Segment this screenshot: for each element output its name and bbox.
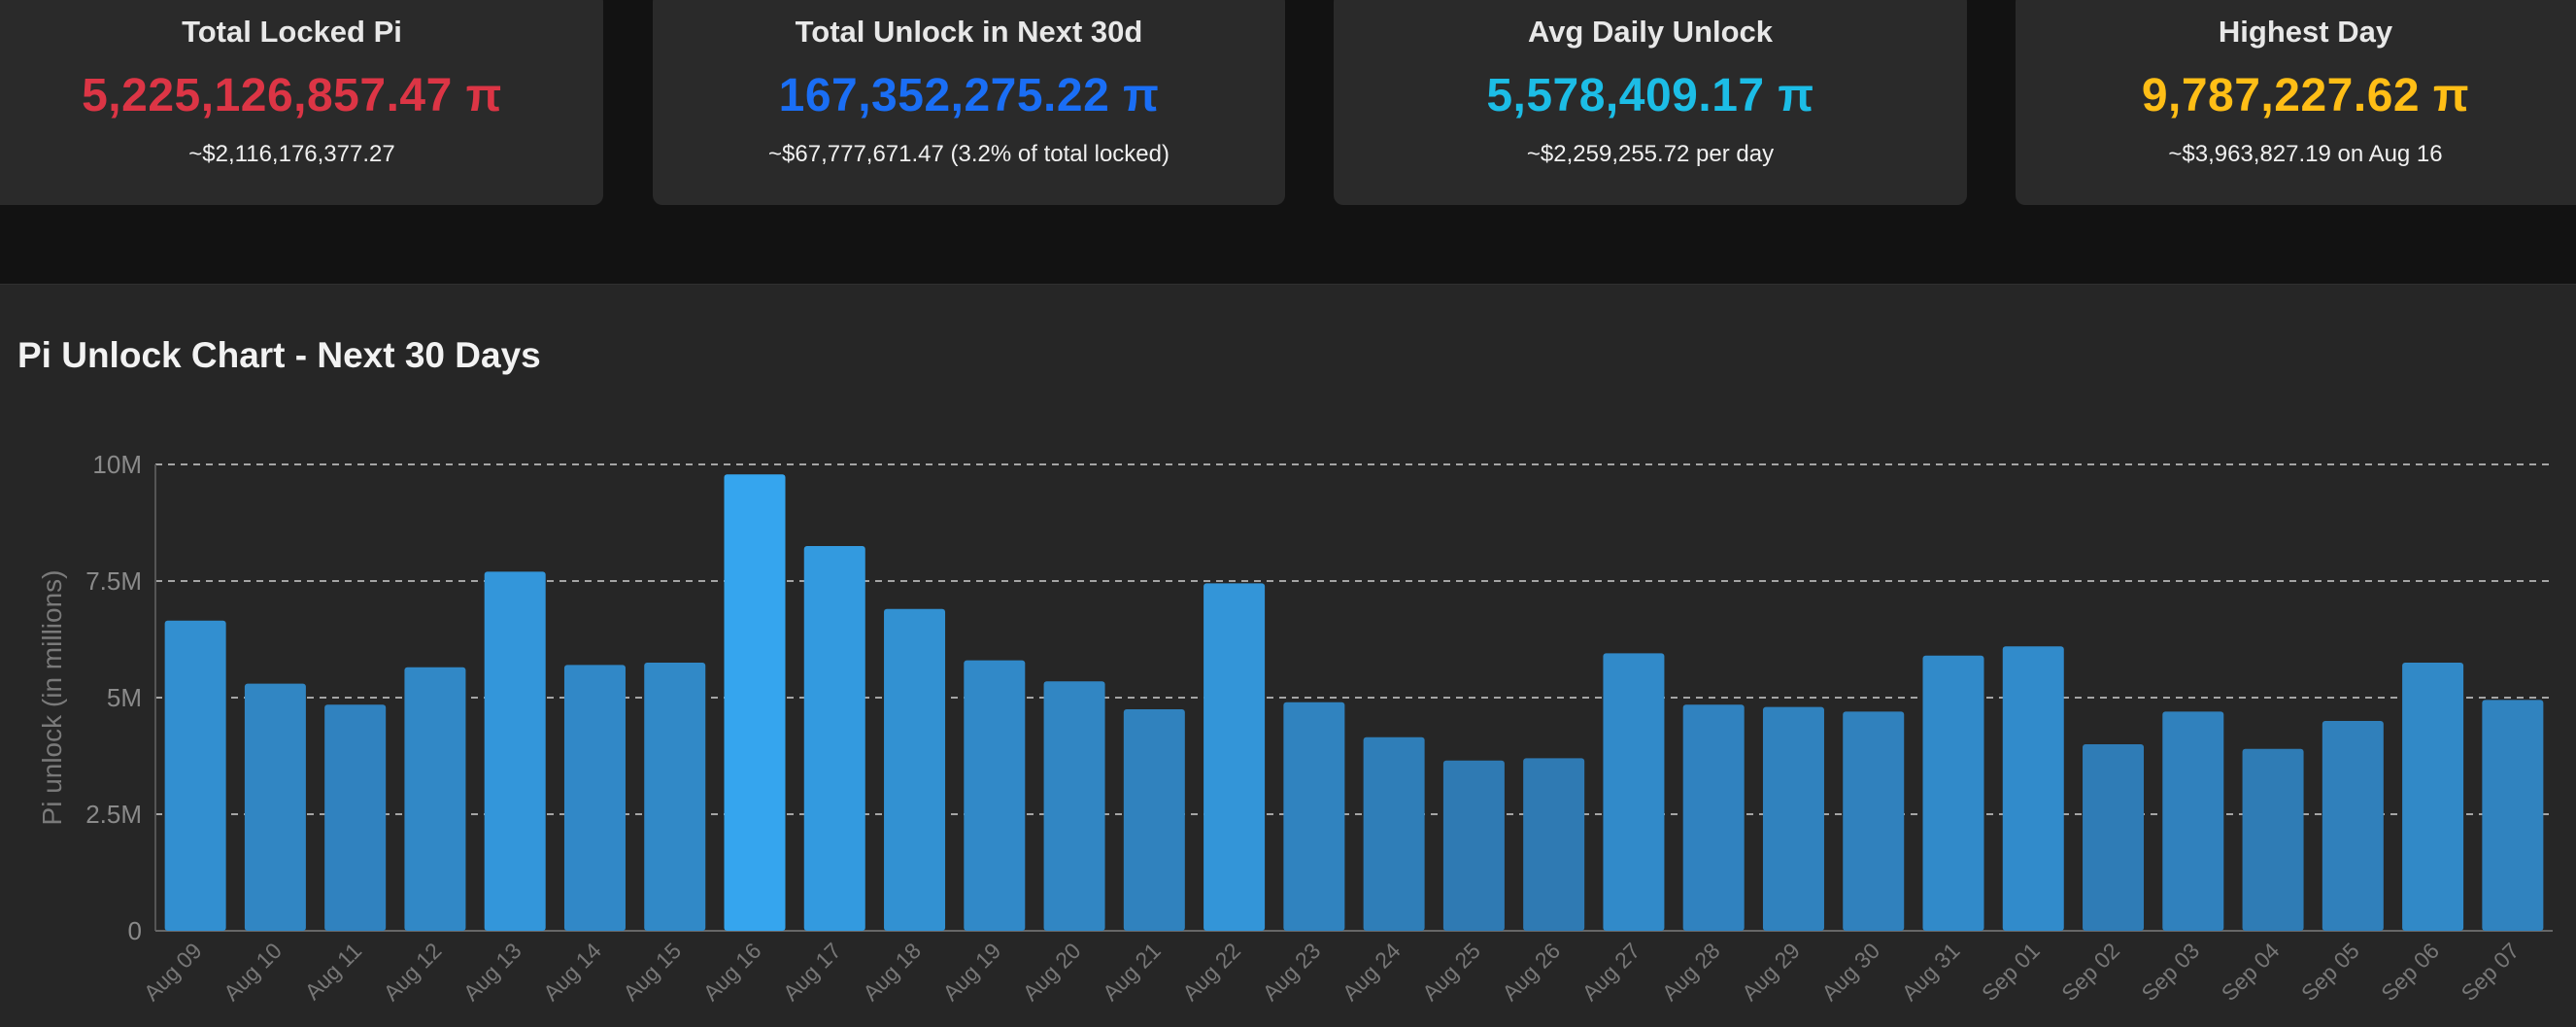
bar <box>324 704 387 931</box>
card-value: 5,225,126,857.47 π <box>82 70 502 121</box>
bar <box>2162 711 2224 931</box>
x-tick-label: Aug 28 <box>1657 938 1725 1006</box>
x-tick-label: Sep 06 <box>2376 938 2444 1006</box>
card-value: 9,787,227.62 π <box>2141 70 2470 121</box>
x-tick-label: Aug 16 <box>698 938 766 1006</box>
x-tick-label: Aug 27 <box>1577 938 1645 1006</box>
x-tick-label: Aug 14 <box>538 938 606 1006</box>
y-axis-title: Pi unlock (in millions) <box>37 570 67 826</box>
bar <box>1843 711 1905 931</box>
chart-panel: Pi Unlock Chart - Next 30 Days 0 2.5M 5M 7.… <box>0 284 2576 1027</box>
chart-title: Pi Unlock Chart - Next 30 Days <box>17 335 541 375</box>
bar <box>563 665 626 931</box>
avg-daily-unlock-card: Avg Daily Unlock 5,578,409.17 π ~$2,259,… <box>1334 0 1967 205</box>
bar <box>1682 704 1745 931</box>
bar <box>1762 706 1824 931</box>
bar <box>724 474 786 931</box>
bar <box>1363 736 1425 931</box>
x-tick-label: Aug 22 <box>1177 938 1245 1006</box>
x-tick-label: Aug 15 <box>618 938 686 1006</box>
card-label: Avg Daily Unlock <box>1527 15 1774 49</box>
x-tick-label: Aug 18 <box>858 938 926 1006</box>
x-tick-label: Aug 29 <box>1737 938 1805 1006</box>
bar <box>2482 700 2544 931</box>
x-tick-label: Aug 21 <box>1098 938 1166 1006</box>
bar <box>164 620 226 931</box>
y-tick-label: 5M <box>107 683 142 712</box>
total-unlock-30d-card: Total Unlock in Next 30d 167,352,275.22 … <box>653 0 1285 205</box>
x-tick-label: Aug 23 <box>1257 938 1325 1006</box>
x-tick-label: Aug 31 <box>1897 938 1965 1006</box>
bar <box>1283 702 1345 931</box>
total-locked-card: Total Locked Pi 5,225,126,857.47 π ~$2,1… <box>0 0 603 205</box>
x-tick-label: Aug 24 <box>1338 938 1406 1006</box>
highest-day-card: Highest Day 9,787,227.62 π ~$3,963,827.1… <box>2016 0 2576 205</box>
x-tick-label: Sep 05 <box>2296 938 2364 1006</box>
x-tick-label: Aug 09 <box>139 938 207 1006</box>
bar <box>2322 721 2384 931</box>
x-tick-label: Sep 04 <box>2217 938 2285 1006</box>
x-tick-label: Aug 17 <box>778 938 846 1006</box>
y-tick-label: 2.5M <box>85 800 142 829</box>
x-tick-label: Aug 20 <box>1018 938 1086 1006</box>
y-tick-label: 10M <box>92 450 142 479</box>
x-tick-label: Aug 10 <box>219 938 287 1006</box>
card-subtext: ~$67,777,671.47 (3.2% of total locked) <box>768 141 1169 167</box>
bar <box>1203 583 1266 931</box>
bar <box>244 683 306 931</box>
card-label: Highest Day <box>2218 15 2393 49</box>
y-tick-label: 0 <box>128 916 142 945</box>
x-tick-label: Sep 01 <box>1977 938 2045 1006</box>
bar <box>2002 646 2064 931</box>
y-tick-label: 7.5M <box>85 566 142 596</box>
x-tick-label: Sep 07 <box>2456 938 2524 1006</box>
bar <box>644 663 706 931</box>
bar <box>1442 760 1505 931</box>
card-label: Total Locked Pi <box>182 15 402 49</box>
bar <box>964 660 1026 931</box>
card-subtext: ~$2,259,255.72 per day <box>1526 141 1775 167</box>
unlock-bar-chart: 0 2.5M 5M 7.5M 10M Pi unlock (in millions) Aug… <box>37 450 2553 1006</box>
x-tick-label: Sep 03 <box>2136 938 2204 1006</box>
x-tick-label: Aug 19 <box>937 938 1005 1006</box>
x-tick-label: Aug 26 <box>1497 938 1565 1006</box>
bar <box>2242 748 2304 931</box>
bar <box>1043 681 1105 931</box>
card-label: Total Unlock in Next 30d <box>795 15 1143 49</box>
bar <box>1123 709 1185 931</box>
bar <box>2083 744 2145 931</box>
x-tick-label: Aug 11 <box>299 938 366 1005</box>
x-tick-label: Aug 25 <box>1417 938 1485 1006</box>
bar <box>404 667 466 931</box>
bar <box>484 571 546 931</box>
bar <box>884 608 946 931</box>
bar <box>803 546 865 931</box>
card-value: 167,352,275.22 π <box>778 70 1160 121</box>
card-value: 5,578,409.17 π <box>1486 70 1814 121</box>
bar <box>1523 758 1585 931</box>
x-tick-label: Sep 02 <box>2056 938 2124 1006</box>
card-subtext: ~$3,963,827.19 on Aug 16 <box>2168 141 2443 167</box>
x-tick-label: Aug 30 <box>1816 938 1884 1006</box>
card-subtext: ~$2,116,176,377.27 <box>188 141 395 167</box>
bar <box>1922 655 1984 931</box>
x-tick-label: Aug 13 <box>458 938 526 1006</box>
x-tick-label: Aug 12 <box>379 938 447 1006</box>
bar <box>1603 653 1665 931</box>
bar <box>2402 663 2464 931</box>
